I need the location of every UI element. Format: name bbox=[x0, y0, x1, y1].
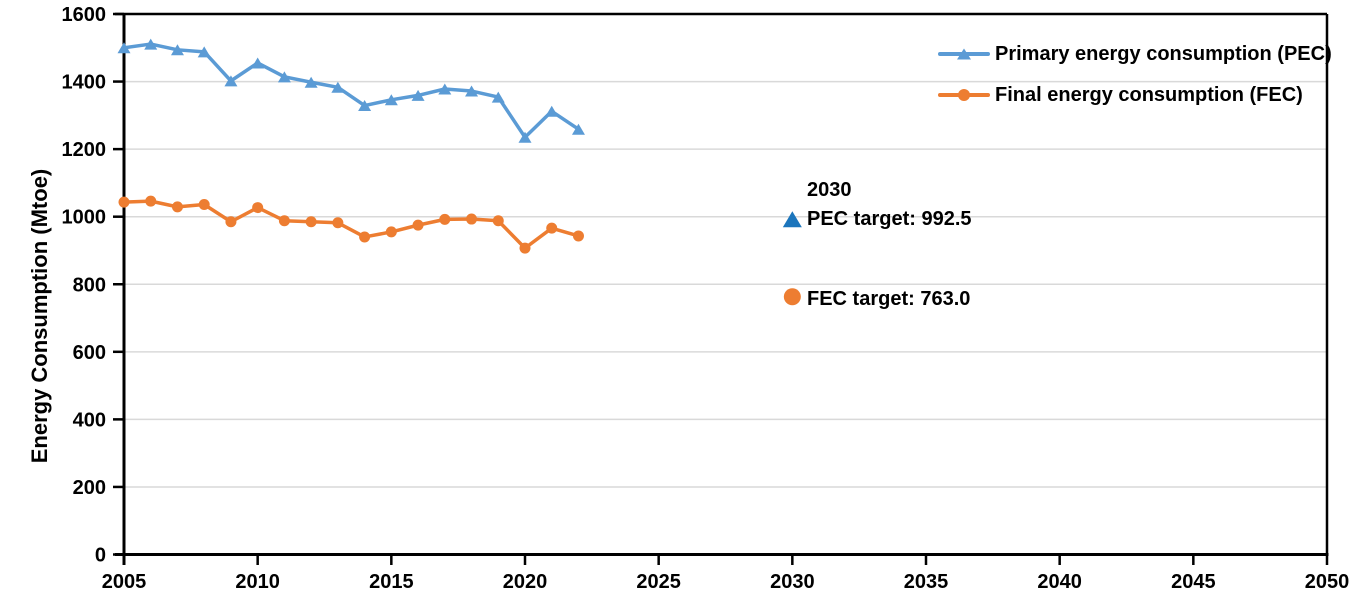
fec-line-circle-icon bbox=[938, 83, 990, 107]
y-axis-title: Energy Consumption (Mtoe) bbox=[27, 168, 52, 464]
series-fec bbox=[118, 195, 584, 254]
series-pec bbox=[117, 38, 585, 143]
svg-text:2025: 2025 bbox=[636, 571, 681, 593]
svg-text:2050: 2050 bbox=[1305, 571, 1350, 593]
target-year-label: 2030 bbox=[807, 179, 852, 201]
svg-text:1600: 1600 bbox=[62, 4, 107, 26]
gridlines bbox=[124, 80, 1327, 488]
svg-text:1200: 1200 bbox=[62, 139, 107, 161]
pec-line-triangle-icon bbox=[938, 42, 990, 66]
svg-text:2005: 2005 bbox=[102, 571, 147, 593]
fec-target-label: FEC target: 763.0 bbox=[807, 288, 971, 310]
svg-text:0: 0 bbox=[95, 545, 106, 567]
svg-text:2035: 2035 bbox=[904, 571, 949, 593]
svg-text:400: 400 bbox=[73, 409, 106, 431]
svg-text:800: 800 bbox=[73, 274, 106, 296]
svg-text:2010: 2010 bbox=[235, 571, 280, 593]
axes: 0 200 400 600 800 1000 1200 1400 1600 2005 2010 201… bbox=[62, 4, 1350, 593]
legend-label-pec: Primary energy consumption (PEC) bbox=[995, 43, 1332, 65]
svg-text:1000: 1000 bbox=[62, 207, 107, 229]
svg-text:200: 200 bbox=[73, 477, 106, 499]
svg-text:1400: 1400 bbox=[62, 72, 107, 94]
svg-text:600: 600 bbox=[73, 342, 106, 364]
svg-text:2030: 2030 bbox=[770, 571, 815, 593]
legend-label-fec: Final energy consumption (FEC) bbox=[995, 84, 1303, 106]
svg-text:2040: 2040 bbox=[1037, 571, 1082, 593]
svg-text:2015: 2015 bbox=[369, 571, 414, 593]
legend-item-pec: Primary energy consumption (PEC) bbox=[938, 42, 1332, 66]
svg-text:2020: 2020 bbox=[503, 571, 548, 593]
target-markers bbox=[782, 211, 802, 306]
svg-text:2045: 2045 bbox=[1171, 571, 1216, 593]
pec-target-label: PEC target: 992.5 bbox=[807, 208, 972, 230]
legend-item-fec: Final energy consumption (FEC) bbox=[938, 83, 1303, 107]
